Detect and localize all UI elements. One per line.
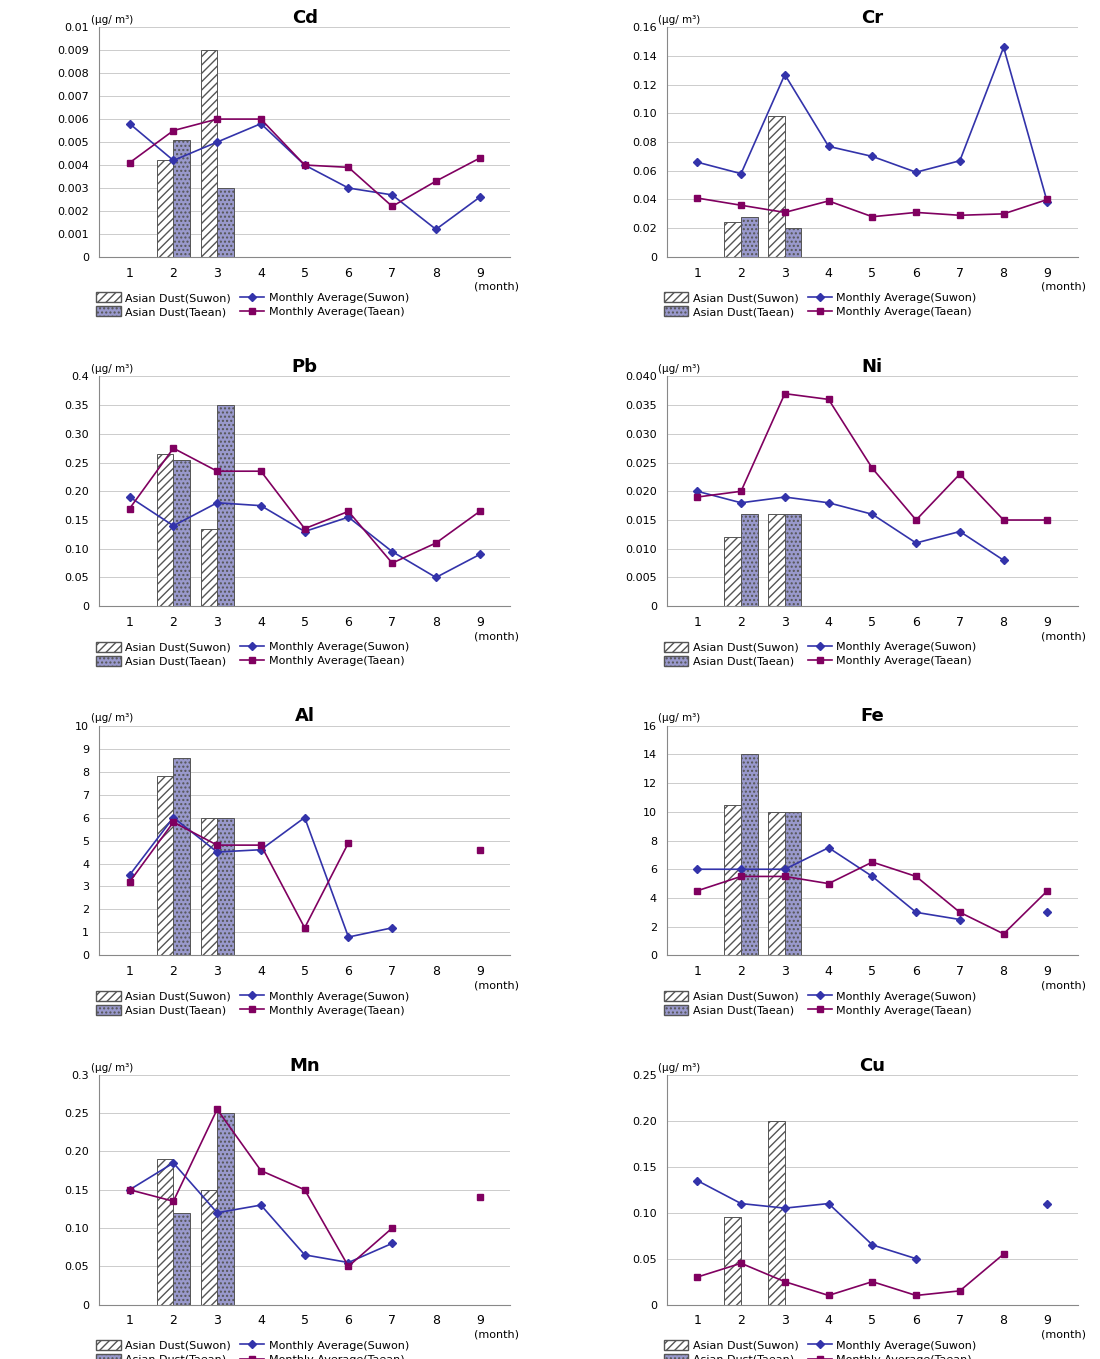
Text: (month): (month) (474, 980, 519, 991)
Bar (725, 1218, 741, 1305)
Title: Al: Al (295, 708, 315, 726)
Bar (217, 405, 234, 606)
Text: (μg/ m³): (μg/ m³) (659, 1063, 701, 1072)
Bar (784, 514, 802, 606)
Text: (month): (month) (474, 631, 519, 641)
Text: (μg/ m³): (μg/ m³) (659, 15, 701, 24)
Bar (768, 1121, 784, 1305)
Bar (200, 818, 217, 955)
Text: (μg/ m³): (μg/ m³) (91, 364, 133, 374)
Bar (217, 1113, 234, 1305)
Bar (741, 216, 758, 257)
Title: Cd: Cd (292, 10, 318, 27)
Text: (μg/ m³): (μg/ m³) (91, 713, 133, 723)
Text: (μg/ m³): (μg/ m³) (91, 1063, 133, 1072)
Legend: Asian Dust(Suwon), Asian Dust(Taean), Monthly Average(Suwon), Monthly Average(Ta: Asian Dust(Suwon), Asian Dust(Taean), Mo… (664, 292, 977, 317)
Title: Cu: Cu (859, 1057, 886, 1075)
Legend: Asian Dust(Suwon), Asian Dust(Taean), Monthly Average(Suwon), Monthly Average(Ta: Asian Dust(Suwon), Asian Dust(Taean), Mo… (97, 641, 409, 666)
Bar (768, 811, 784, 955)
Bar (784, 228, 802, 257)
Text: (month): (month) (474, 281, 519, 292)
Text: (month): (month) (1042, 1329, 1087, 1340)
Legend: Asian Dust(Suwon), Asian Dust(Taean), Monthly Average(Suwon), Monthly Average(Ta: Asian Dust(Suwon), Asian Dust(Taean), Mo… (97, 991, 409, 1015)
Bar (174, 1212, 190, 1305)
Text: (month): (month) (1042, 631, 1087, 641)
Title: Mn: Mn (289, 1057, 320, 1075)
Title: Pb: Pb (292, 359, 318, 376)
Bar (157, 454, 174, 606)
Title: Cr: Cr (861, 10, 883, 27)
Legend: Asian Dust(Suwon), Asian Dust(Taean), Monthly Average(Suwon), Monthly Average(Ta: Asian Dust(Suwon), Asian Dust(Taean), Mo… (664, 991, 977, 1015)
Text: (μg/ m³): (μg/ m³) (659, 364, 701, 374)
Text: (μg/ m³): (μg/ m³) (659, 713, 701, 723)
Title: Fe: Fe (860, 708, 884, 726)
Legend: Asian Dust(Suwon), Asian Dust(Taean), Monthly Average(Suwon), Monthly Average(Ta: Asian Dust(Suwon), Asian Dust(Taean), Mo… (97, 292, 409, 317)
Bar (725, 805, 741, 955)
Bar (200, 1189, 217, 1305)
Bar (200, 529, 217, 606)
Bar (725, 223, 741, 257)
Bar (741, 514, 758, 606)
Legend: Asian Dust(Suwon), Asian Dust(Taean), Monthly Average(Suwon), Monthly Average(Ta: Asian Dust(Suwon), Asian Dust(Taean), Mo… (664, 641, 977, 666)
Title: Ni: Ni (861, 359, 883, 376)
Bar (174, 140, 190, 257)
Bar (174, 758, 190, 955)
Bar (157, 776, 174, 955)
Text: (μg/ m³): (μg/ m³) (91, 15, 133, 24)
Text: (month): (month) (1042, 281, 1087, 292)
Bar (784, 811, 802, 955)
Bar (200, 50, 217, 257)
Bar (157, 160, 174, 257)
Bar (217, 818, 234, 955)
Bar (768, 117, 784, 257)
Bar (157, 1159, 174, 1305)
Bar (725, 537, 741, 606)
Text: (month): (month) (1042, 980, 1087, 991)
Legend: Asian Dust(Suwon), Asian Dust(Taean), Monthly Average(Suwon), Monthly Average(Ta: Asian Dust(Suwon), Asian Dust(Taean), Mo… (664, 1340, 977, 1359)
Bar (217, 188, 234, 257)
Bar (768, 514, 784, 606)
Bar (741, 754, 758, 955)
Legend: Asian Dust(Suwon), Asian Dust(Taean), Monthly Average(Suwon), Monthly Average(Ta: Asian Dust(Suwon), Asian Dust(Taean), Mo… (97, 1340, 409, 1359)
Bar (174, 459, 190, 606)
Text: (month): (month) (474, 1329, 519, 1340)
